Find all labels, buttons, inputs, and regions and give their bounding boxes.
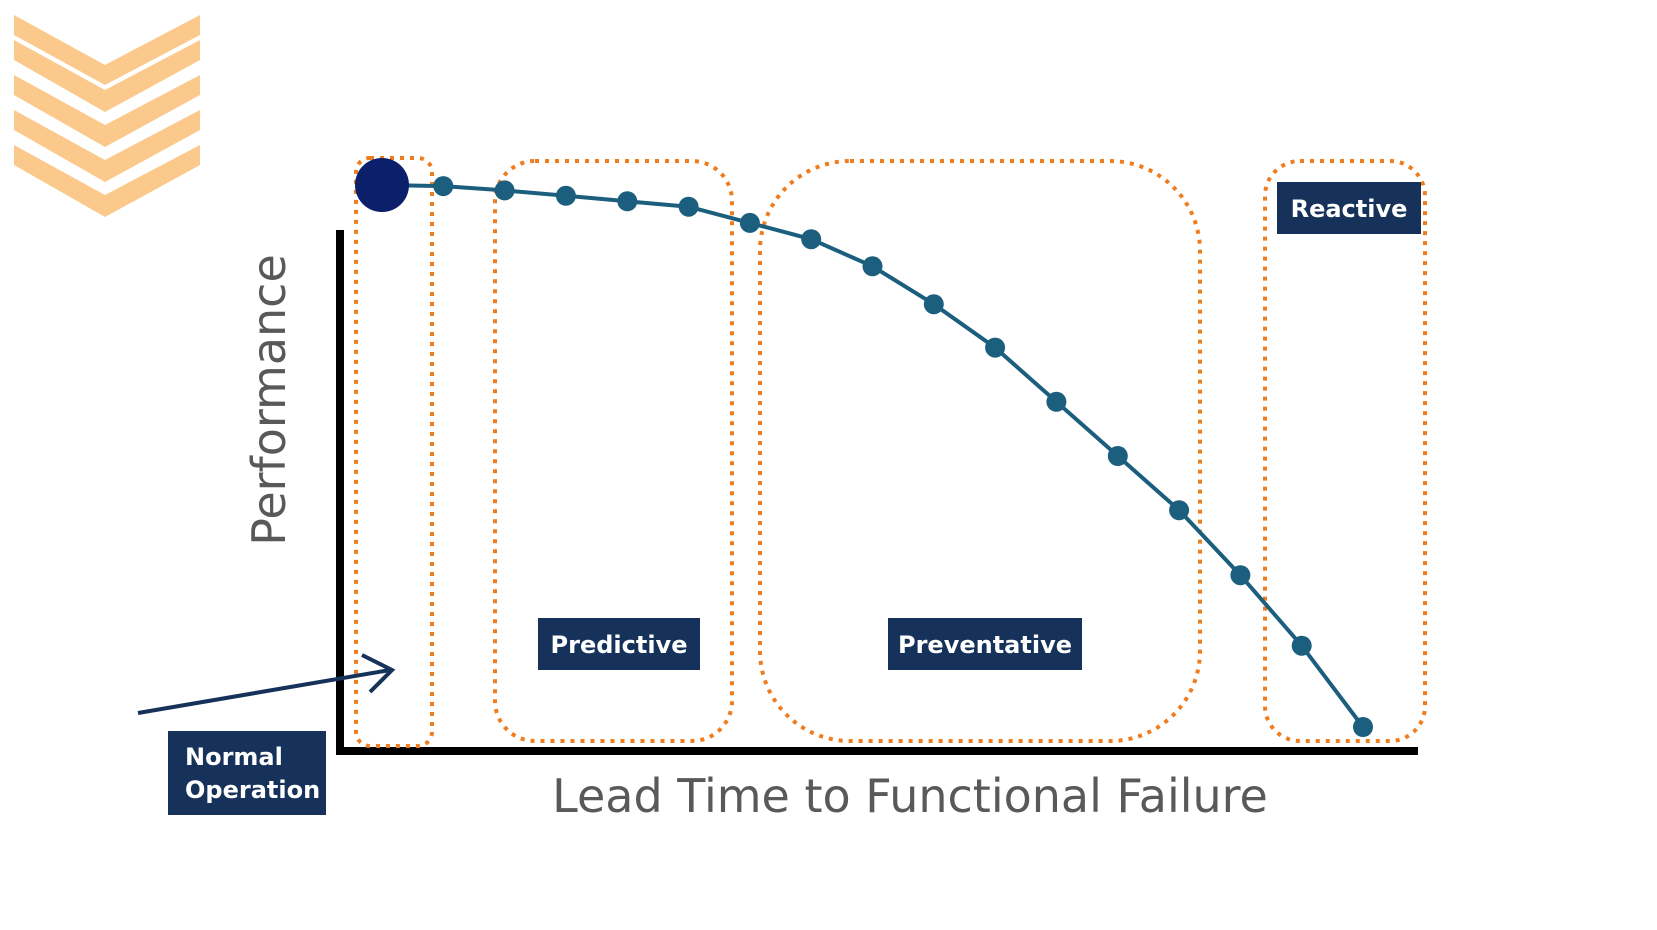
tag-preventative: Preventative: [888, 618, 1082, 670]
tag-predictive: Predictive: [538, 618, 700, 670]
zone-preventative-box: [758, 159, 1202, 743]
normal-operation-arrow: [137, 653, 396, 715]
tag-normal-operation-label: Normal Operation: [185, 743, 320, 804]
curve-point: [862, 256, 883, 277]
normal-operation-line1: Normal: [185, 743, 283, 771]
curve-points: [433, 176, 1373, 737]
normal-operation-marker: [355, 158, 409, 212]
zone-normal-box: [354, 156, 434, 748]
curve-point: [433, 176, 454, 197]
curve-point: [1353, 717, 1373, 737]
curve-point: [923, 294, 944, 315]
curve-point: [1230, 565, 1251, 586]
curve-point: [555, 185, 576, 206]
curve-point: [1291, 635, 1312, 656]
curve-point: [1046, 391, 1067, 412]
zone-predictive-box: [493, 159, 734, 743]
curve-point: [617, 191, 638, 212]
tag-reactive-label: Reactive: [1291, 195, 1408, 223]
curve-point: [1169, 500, 1190, 521]
curve-point: [985, 337, 1006, 358]
curve-point: [494, 180, 515, 201]
curve-point: [801, 229, 822, 250]
chevron-stack-logo: [14, 15, 200, 217]
curve-point: [739, 212, 760, 233]
tag-predictive-label: Predictive: [551, 631, 688, 659]
normal-operation-line2: Operation: [185, 776, 320, 804]
zone-reactive-box: [1263, 159, 1427, 743]
curve-point: [1107, 446, 1128, 466]
tag-preventative-label: Preventative: [898, 631, 1072, 659]
tag-reactive: Reactive: [1277, 182, 1421, 234]
tag-normal-operation: Normal Operation: [168, 731, 326, 815]
curve-point: [678, 196, 699, 217]
x-axis-title: Lead Time to Functional Failure: [552, 769, 1268, 823]
y-axis-title: Performance: [242, 254, 296, 546]
